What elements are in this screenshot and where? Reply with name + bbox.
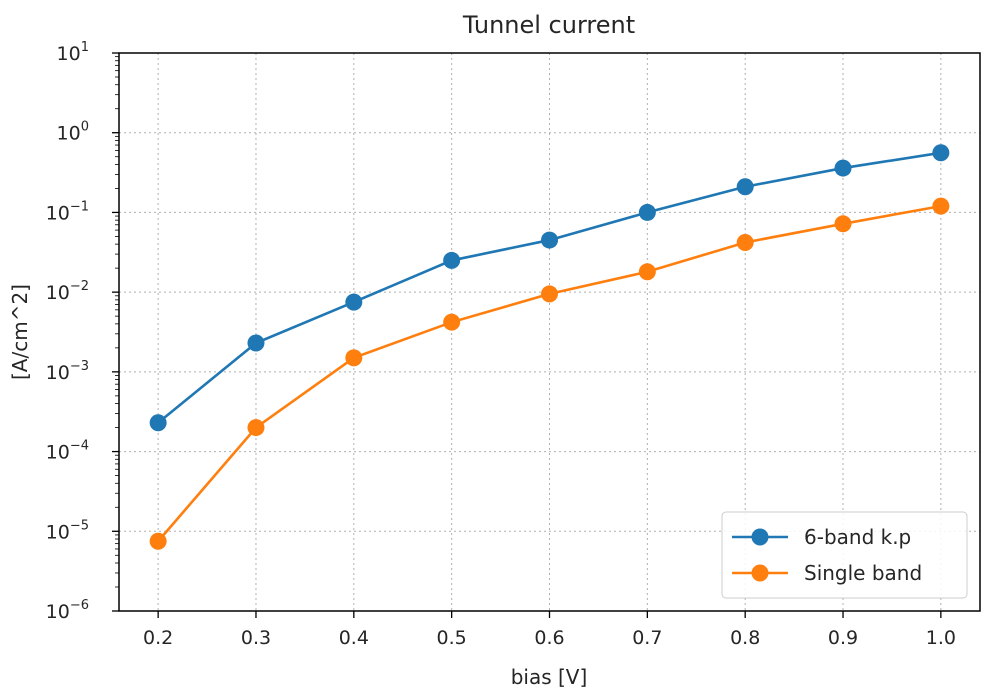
y-tick-label: 10−2: [46, 279, 89, 304]
chart-title: Tunnel current: [462, 11, 635, 39]
data-point: [345, 293, 363, 311]
y-tick-label: 10−1: [46, 199, 89, 224]
data-point: [736, 178, 754, 196]
legend-marker: [751, 528, 769, 546]
data-point: [541, 285, 558, 303]
legend: 6-band k.p Single band: [721, 511, 968, 599]
data-point: [638, 203, 656, 221]
x-tick-label: 0.8: [730, 627, 760, 649]
legend-box: [721, 511, 968, 599]
y-tick-label: 101: [57, 40, 89, 65]
data-point: [247, 419, 265, 437]
legend-marker: [751, 564, 769, 582]
x-tick-label: 0.4: [339, 627, 369, 649]
data-point: [834, 215, 852, 233]
x-tick-label: 0.7: [632, 627, 662, 649]
data-point: [932, 144, 950, 162]
y-tick-label: 100: [57, 120, 89, 145]
y-axis-ticks: 101 100 10−1 10−2 10−3 10−4 10−5 10−6: [46, 40, 119, 623]
y-tick-label: 10−4: [46, 439, 89, 464]
x-tick-label: 0.9: [828, 627, 858, 649]
data-point: [443, 251, 461, 269]
legend-label: 6-band k.p: [804, 525, 911, 549]
data-point: [541, 231, 558, 249]
y-tick-label: 10−5: [46, 518, 89, 543]
data-point: [736, 233, 754, 251]
x-tick-label: 0.5: [437, 627, 467, 649]
legend-label: Single band: [804, 561, 922, 585]
data-point: [149, 532, 167, 550]
data-point: [149, 414, 167, 432]
x-tick-label: 1.0: [926, 627, 956, 649]
data-point: [638, 263, 656, 281]
x-tick-label: 0.2: [143, 627, 173, 649]
data-point: [834, 159, 852, 177]
x-tick-label: 0.6: [534, 627, 564, 649]
data-point: [932, 197, 950, 215]
y-axis-label: [A/cm^2]: [8, 284, 32, 380]
x-axis-ticks: 0.2 0.3 0.4 0.5 0.6 0.7 0.8 0.9 1.0: [143, 611, 956, 649]
series-group: [149, 144, 950, 550]
x-tick-label: 0.3: [241, 627, 271, 649]
data-point: [247, 334, 265, 352]
x-axis-label: bias [V]: [511, 665, 588, 689]
data-point: [345, 349, 363, 367]
data-point: [443, 313, 461, 331]
y-tick-label: 10−3: [46, 359, 89, 384]
y-tick-label: 10−6: [46, 598, 89, 623]
